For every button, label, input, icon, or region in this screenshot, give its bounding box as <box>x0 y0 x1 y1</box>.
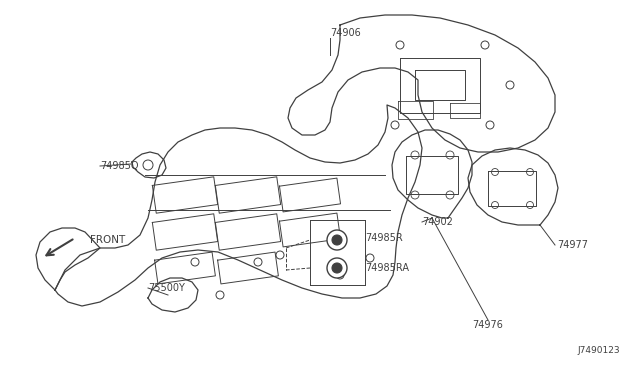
Text: 74976: 74976 <box>472 320 504 330</box>
Circle shape <box>327 258 347 278</box>
Polygon shape <box>468 148 558 225</box>
Text: 74985R: 74985R <box>365 233 403 243</box>
Text: 74985RA: 74985RA <box>365 263 409 273</box>
Circle shape <box>332 263 342 273</box>
Text: 74985Q: 74985Q <box>100 161 138 171</box>
Polygon shape <box>148 278 198 312</box>
Circle shape <box>327 230 347 250</box>
Circle shape <box>332 235 342 245</box>
Text: 74906: 74906 <box>330 28 361 38</box>
Text: 74977: 74977 <box>557 240 588 250</box>
Polygon shape <box>55 105 422 306</box>
Text: 74902: 74902 <box>422 217 453 227</box>
Text: FRONT: FRONT <box>90 235 125 245</box>
Polygon shape <box>132 152 166 178</box>
Text: 75500Y: 75500Y <box>148 283 185 293</box>
Polygon shape <box>288 15 555 152</box>
Polygon shape <box>36 228 100 290</box>
Text: J7490123: J7490123 <box>577 346 620 355</box>
Polygon shape <box>392 130 472 218</box>
